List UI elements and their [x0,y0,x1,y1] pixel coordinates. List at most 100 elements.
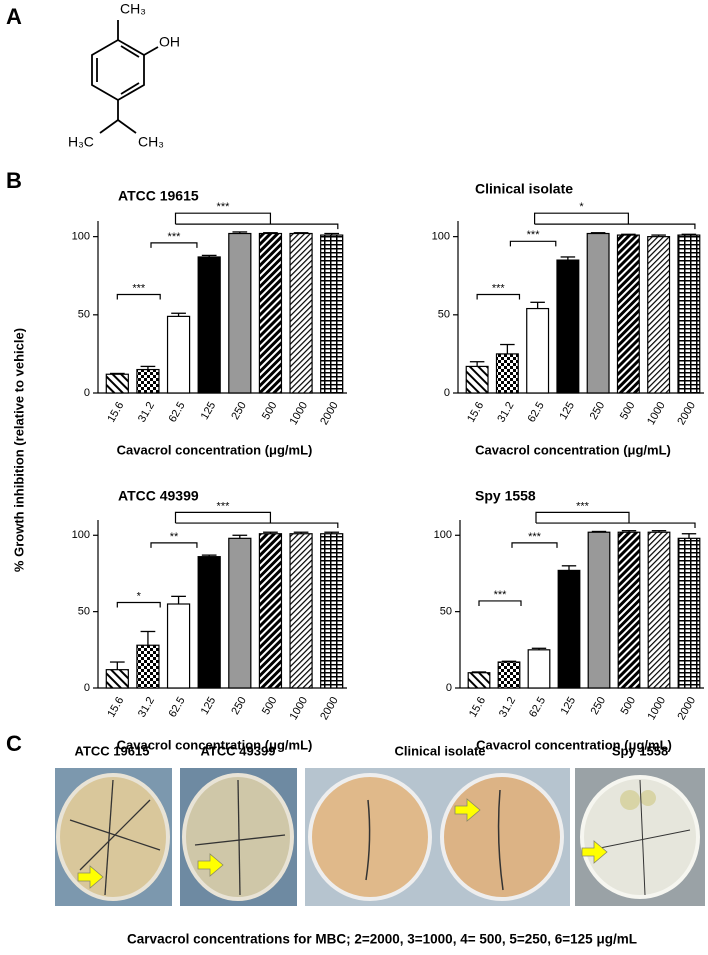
y-tick-label: 100 [72,231,90,243]
x-tick-label: 2000 [318,695,341,722]
x-tick-label: 500 [618,400,638,422]
structure-label: H₃C [68,134,94,150]
bracket [511,542,558,548]
x-tick-label: 250 [589,695,609,717]
annotation: *** [168,231,182,243]
y-axis-label: % Growth inhibition (relative to vehicle… [11,328,26,572]
bracket [174,511,339,529]
bar [556,259,580,394]
bar [320,533,344,689]
x-tick-label: 31.2 [495,400,516,425]
bar [677,537,701,689]
bar [258,533,283,689]
y-tick-label: 100 [432,231,450,243]
photo-label: Spy 1558 [612,743,668,758]
bar [527,649,551,689]
structure-label: CH₃ [120,1,146,17]
x-tick-label: 1000 [645,695,668,722]
panel-label: B [6,168,22,193]
bar [677,234,701,394]
x-axis-label: Cavacrol concentration (μg/mL) [475,442,671,457]
annotation: *** [576,500,590,512]
x-tick-label: 125 [557,400,577,422]
x-axis-label: Cavacrol concentration (μg/mL) [117,737,313,752]
x-tick-label: 1000 [288,695,311,722]
annotation: * [137,590,142,602]
y-tick-label: 0 [444,387,450,399]
bar [617,531,641,689]
x-tick-label: 125 [559,695,579,717]
bar [228,232,252,394]
x-tick-label: 500 [260,400,280,422]
bar [228,537,252,689]
x-tick-label: 250 [588,400,608,422]
x-tick-label: 1000 [288,400,311,427]
photos [55,768,705,906]
x-tick-label: 31.2 [136,400,157,425]
y-tick-label: 50 [440,606,452,618]
x-tick-label: 500 [619,695,639,717]
x-tick-label: 2000 [675,400,698,427]
x-tick-label: 15.6 [105,695,126,720]
bracket [116,601,161,608]
x-tick-label: 250 [229,695,249,717]
annotation: *** [217,201,231,213]
annotation: *** [528,531,542,543]
annotation: *** [494,589,508,601]
x-tick-label: 125 [199,400,219,422]
x-tick-label: 15.6 [467,695,488,720]
x-tick-label: 2000 [675,695,698,722]
photo-label: Clinical isolate [394,743,485,758]
photo-label: ATCC 49399 [201,743,276,758]
bracket [509,240,557,247]
bracket [478,600,522,606]
bar [497,661,521,689]
x-tick-label: 125 [199,695,219,717]
bracket [150,242,198,248]
annotation: *** [492,282,506,294]
bar [616,234,640,394]
y-tick-label: 50 [78,309,90,321]
bar [465,365,489,394]
bar [289,533,313,689]
x-tick-label: 15.6 [105,400,126,425]
bar [320,234,344,394]
bar [289,232,313,394]
bar [166,603,191,689]
structure-label: OH [159,34,180,50]
y-tick-label: 0 [84,387,90,399]
y-tick-label: 50 [438,309,450,321]
photo-label: ATCC 19615 [75,743,150,758]
bar [105,373,129,394]
bar [587,531,611,689]
x-tick-label: 500 [260,695,280,717]
caption: Carvacrol concentrations for MBC; 2=2000… [127,932,637,947]
bar [136,368,160,394]
chart-title: ATCC 49399 [118,488,199,504]
bar [258,232,283,394]
y-tick-label: 50 [78,606,90,618]
y-tick-label: 0 [446,682,452,694]
bar [647,236,671,394]
bar [197,556,221,689]
chart-title: ATCC 19615 [118,188,199,204]
bar [495,353,519,394]
y-tick-label: 100 [434,529,452,541]
bar [647,531,671,689]
x-axis-label: Cavacrol concentration (μg/mL) [117,442,313,457]
x-tick-label: 62.5 [167,400,188,425]
chart-title: Clinical isolate [475,181,573,197]
bracket [116,293,161,300]
annotation: ** [170,531,179,543]
bar [197,256,221,394]
bar [526,307,550,394]
x-axis-label: Cavacrol concentration (μg/mL) [476,737,672,752]
bar [467,672,491,689]
x-tick-label: 31.2 [136,695,157,720]
annotation: * [579,201,584,213]
bar [166,315,191,394]
y-tick-label: 100 [72,529,90,541]
panel-label: C [6,731,22,756]
bracket [150,542,198,548]
